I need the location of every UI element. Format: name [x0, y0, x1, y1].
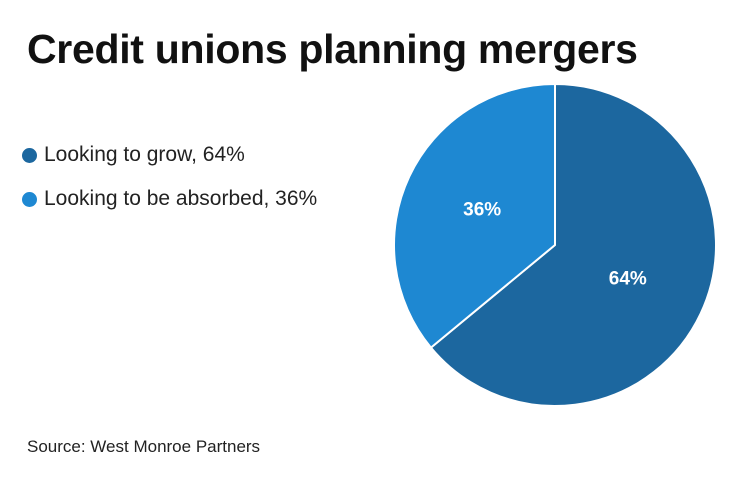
- source-note: Source: West Monroe Partners: [27, 437, 261, 456]
- pie-slice-grow: [429, 83, 717, 407]
- slice-label-absorbed: 36%: [463, 200, 501, 221]
- legend: Looking to grow, 64% Looking to be absor…: [22, 140, 317, 228]
- legend-swatch-absorbed: [22, 191, 37, 207]
- legend-swatch-grow: [22, 147, 37, 163]
- legend-item-absorbed: Looking to be absorbed, 36%: [22, 184, 317, 214]
- legend-label-absorbed: Looking to be absorbed, 36%: [44, 187, 318, 210]
- legend-label-grow: Looking to grow, 64%: [44, 143, 245, 166]
- chart-title: Credit unions planning mergers: [27, 26, 638, 72]
- slice-label-grow: 64%: [609, 268, 647, 289]
- pie-slice-absorbed: [393, 83, 556, 349]
- legend-item-grow: Looking to grow, 64%: [22, 140, 317, 170]
